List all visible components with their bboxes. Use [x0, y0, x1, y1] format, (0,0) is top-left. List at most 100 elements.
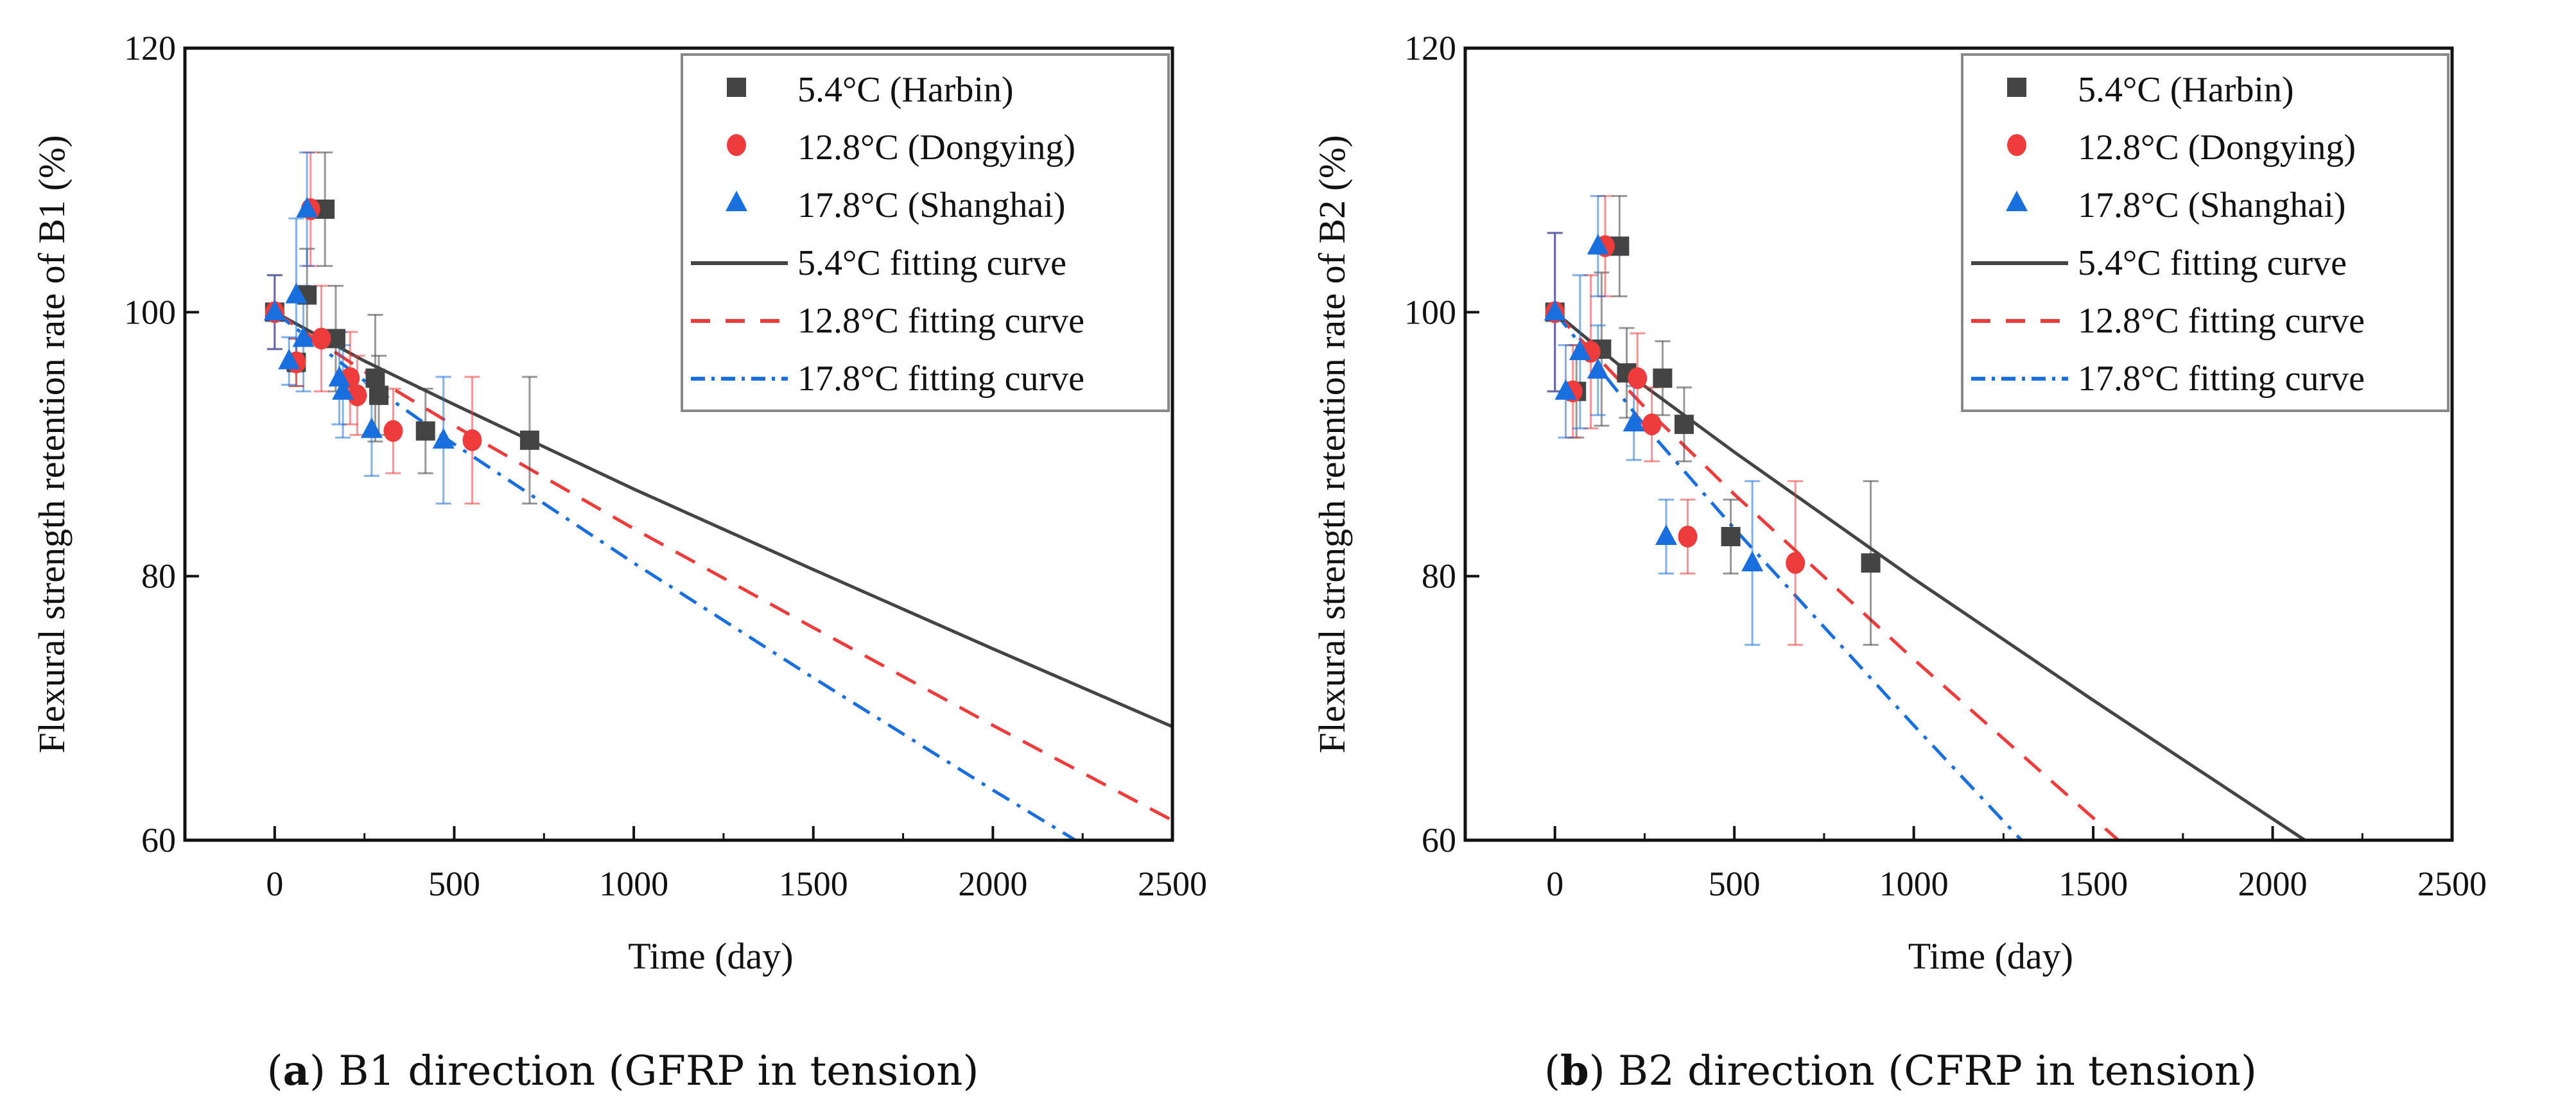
data-point-shanghai: [328, 366, 351, 387]
legend-item-fit-harbin: 5.4°C fitting curve: [691, 243, 1066, 283]
legend-item-dongying: 12.8°C (Dongying): [727, 128, 1075, 168]
panel-caption: (b) B2 direction (CFRP in tension): [1544, 1047, 2257, 1095]
fit-curve-dongying: [274, 311, 1172, 822]
data-point-shanghai: [1741, 551, 1764, 572]
panel-caption: (a) B1 direction (GFRP in tension): [267, 1047, 979, 1095]
legend-marker-square: [2007, 78, 2026, 97]
y-tick-label: 120: [124, 29, 176, 67]
data-point-shanghai: [1655, 524, 1677, 545]
data-point-dongying: [383, 420, 403, 442]
caption-open-paren: (: [267, 1048, 283, 1095]
legend-label: 12.8°C (Dongying): [797, 128, 1075, 168]
legend-item-shanghai: 17.8°C (Shanghai): [726, 186, 1065, 225]
data-point-harbin: [1653, 368, 1673, 388]
fit-curve-shanghai: [1553, 311, 2023, 840]
x-tick-label: 1000: [1879, 865, 1949, 903]
caption-text: B2 direction (CFRP in tension): [1618, 1048, 2257, 1095]
chart-panel-b: 0 500 1000 1500 2000 2500 60 80 100 120 Time (day)…: [1311, 29, 2487, 1095]
data-point-harbin: [1721, 526, 1741, 546]
x-tick-label: 0: [1546, 865, 1563, 903]
legend: 5.4°C (Harbin) 12.8°C (Dongying) 17.8°C (S…: [681, 53, 1170, 412]
legend-label: 5.4°C (Harbin): [797, 70, 1014, 110]
y-tick-label: 120: [1404, 29, 1456, 67]
y-tick-label: 100: [1404, 293, 1456, 331]
y-tick-label: 80: [141, 557, 176, 596]
data-point-shanghai: [360, 417, 383, 438]
fit-curve-harbin: [274, 311, 1172, 729]
legend-item-harbin: 5.4°C (Harbin): [727, 70, 1014, 110]
fit-curve-dongying: [1553, 311, 2119, 840]
data-point-shanghai: [1544, 300, 1566, 321]
series-harbin: [1547, 194, 1879, 646]
legend-item-fit-dongying: 12.8°C fitting curve: [1971, 301, 2365, 341]
legend-label: 12.8°C (Dongying): [2078, 128, 2356, 168]
x-tick-label: 2000: [2238, 865, 2308, 903]
legend-item-fit-shanghai: 17.8°C fitting curve: [691, 359, 1084, 399]
x-axis-label: Time (day): [1908, 935, 2073, 977]
x-axis-label: Time (day): [628, 935, 793, 977]
x-tick-label: 0: [266, 865, 283, 903]
caption-label: b: [1560, 1047, 1589, 1095]
caption-close-paren: ): [309, 1048, 338, 1095]
legend-item-harbin: 5.4°C (Harbin): [2007, 70, 2294, 110]
data-point-dongying: [347, 384, 367, 406]
caption-close-paren: ): [1589, 1048, 1618, 1095]
x-tick-label: 1500: [779, 865, 848, 903]
data-point-dongying: [1678, 525, 1698, 548]
fit-curve-shanghai: [274, 311, 1077, 840]
data-point-harbin: [365, 368, 385, 388]
legend-label: 12.8°C fitting curve: [2078, 301, 2365, 341]
legend-item-fit-dongying: 12.8°C fitting curve: [691, 301, 1084, 341]
legend-label: 5.4°C (Harbin): [2078, 70, 2294, 110]
data-point-shanghai: [285, 282, 308, 304]
data-point-shanghai: [278, 349, 300, 370]
legend-label: 5.4°C fitting curve: [797, 243, 1066, 283]
legend-item-shanghai: 17.8°C (Shanghai): [2006, 186, 2345, 225]
x-tick-label: 1000: [599, 865, 668, 903]
data-point-shanghai: [1623, 411, 1645, 432]
legend-item-fit-shanghai: 17.8°C fitting curve: [1971, 359, 2365, 399]
data-point-harbin: [415, 421, 435, 441]
legend-label: 17.8°C fitting curve: [2078, 359, 2365, 399]
data-point-dongying: [1628, 367, 1648, 390]
legend-marker-triangle: [2006, 191, 2028, 211]
series-dongying: [266, 151, 480, 505]
legend-label: 5.4°C fitting curve: [2078, 243, 2347, 283]
data-point-shanghai: [432, 427, 455, 449]
data-point-shanghai: [332, 379, 354, 400]
data-point-shanghai: [292, 326, 315, 347]
data-point-dongying: [462, 429, 482, 451]
data-point-harbin: [1674, 415, 1694, 435]
chart-panel-a: 0 500 1000 1500 2000 2500 60 80 100 120 Time (day)…: [31, 29, 1207, 1095]
fit-curves: [274, 311, 1172, 840]
legend-label: 17.8°C fitting curve: [797, 359, 1084, 399]
caption-open-paren: (: [1544, 1048, 1560, 1095]
data-point-shanghai: [1569, 340, 1591, 361]
caption-text: B1 direction (GFRP in tension): [338, 1048, 979, 1095]
data-point-shanghai: [296, 196, 318, 218]
legend-item-dongying: 12.8°C (Dongying): [2007, 128, 2356, 168]
legend-marker-triangle: [726, 191, 747, 211]
legend-marker-circle: [2007, 134, 2026, 156]
x-tick-label: 2000: [958, 865, 1027, 903]
y-tick-label: 60: [141, 821, 176, 859]
legend-item-fit-harbin: 5.4°C fitting curve: [1971, 243, 2347, 283]
data-point-harbin: [369, 385, 389, 405]
y-tick-label: 100: [124, 293, 176, 331]
legend-label: 12.8°C fitting curve: [797, 301, 1084, 341]
x-tick-label: 500: [428, 865, 480, 903]
legend-marker-circle: [727, 134, 746, 156]
y-axis-label: Flexural strength retention rate of B1 (…: [31, 135, 73, 753]
x-tick-label: 2500: [2417, 865, 2487, 903]
data-point-shanghai: [1554, 379, 1577, 400]
y-axis-label: Flexural strength retention rate of B2 (…: [1311, 135, 1353, 753]
y-tick-label: 80: [1422, 557, 1456, 596]
plot-frame: [1463, 46, 2454, 842]
series-shanghai: [266, 151, 451, 505]
x-tick-label: 1500: [2058, 865, 2128, 903]
data-point-harbin: [519, 430, 539, 450]
data-point-shanghai: [1587, 358, 1609, 379]
data-point-shanghai: [1587, 234, 1609, 255]
data-point-dongying: [311, 327, 331, 350]
